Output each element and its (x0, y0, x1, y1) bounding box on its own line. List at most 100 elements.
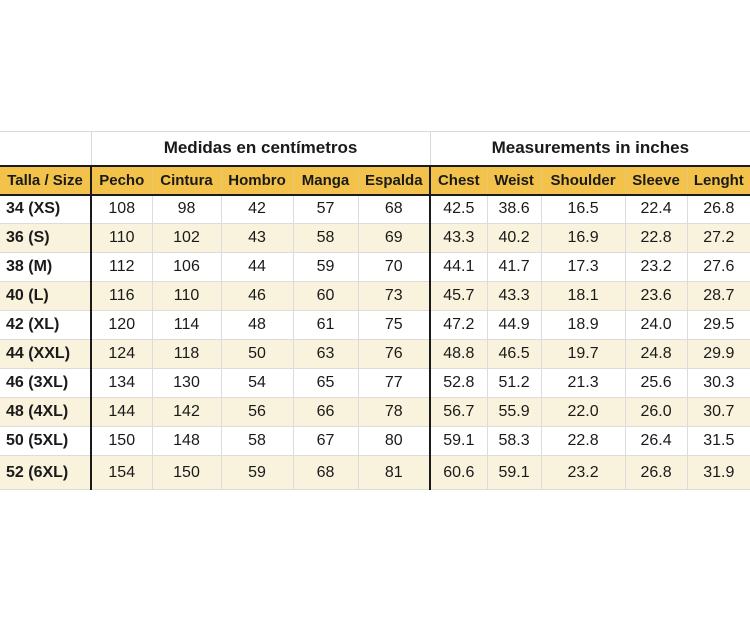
cm-value-cell: 148 (152, 426, 222, 456)
inch-value-cell: 38.6 (487, 194, 542, 224)
inch-value-cell: 30.7 (687, 397, 750, 427)
inch-value-cell: 43.3 (487, 281, 542, 311)
inch-value-cell: 42.5 (430, 194, 488, 224)
inch-value-cell: 17.3 (541, 252, 626, 282)
inch-value-cell: 41.7 (487, 252, 542, 282)
cm-value-cell: 78 (358, 397, 432, 427)
size-chart-table: Medidas en centímetros Measurements in i… (0, 131, 750, 490)
cm-value-cell: 59 (221, 455, 294, 490)
inch-value-cell: 26.8 (687, 194, 750, 224)
cm-group-header: Medidas en centímetros (91, 131, 431, 166)
table-row-36-s: 36 (S) 110 102 43 58 69 43.3 40.2 16.9 2… (0, 223, 750, 253)
cm-value-cell: 50 (221, 339, 294, 369)
inch-value-cell: 26.0 (625, 397, 688, 427)
column-header-cintura: Cintura (152, 164, 222, 196)
inch-value-cell: 22.0 (541, 397, 626, 427)
inches-group-header: Measurements in inches (430, 131, 750, 166)
inch-value-cell: 26.4 (625, 426, 688, 456)
inch-value-cell: 48.8 (430, 339, 488, 369)
size-cell: 42 (XL) (0, 310, 92, 340)
inch-value-cell: 22.8 (541, 426, 626, 456)
inch-value-cell: 40.2 (487, 223, 542, 253)
column-header-sleeve: Sleeve (625, 164, 688, 196)
inch-value-cell: 55.9 (487, 397, 542, 427)
inch-value-cell: 18.9 (541, 310, 626, 340)
inch-value-cell: 56.7 (430, 397, 488, 427)
size-cell: 50 (5XL) (0, 426, 92, 456)
size-cell: 52 (6XL) (0, 455, 92, 490)
cm-value-cell: 43 (221, 223, 294, 253)
inch-value-cell: 59.1 (430, 426, 488, 456)
cm-value-cell: 76 (358, 339, 432, 369)
table-row-50-5xl: 50 (5XL) 150 148 58 67 80 59.1 58.3 22.8… (0, 426, 750, 456)
cm-value-cell: 65 (293, 368, 359, 398)
cm-value-cell: 80 (358, 426, 432, 456)
inch-value-cell: 27.6 (687, 252, 750, 282)
cm-value-cell: 54 (221, 368, 294, 398)
cm-value-cell: 66 (293, 397, 359, 427)
size-cell: 40 (L) (0, 281, 92, 311)
corner-cell (0, 131, 92, 166)
column-header-row: Talla / Size Pecho Cintura Hombro Manga … (0, 164, 750, 196)
table-row-48-4xl: 48 (4XL) 144 142 56 66 78 56.7 55.9 22.0… (0, 397, 750, 427)
inch-value-cell: 24.8 (625, 339, 688, 369)
cm-value-cell: 150 (91, 426, 153, 456)
cm-value-cell: 68 (293, 455, 359, 490)
inch-value-cell: 59.1 (487, 455, 542, 490)
unit-group-header-row: Medidas en centímetros Measurements in i… (0, 131, 750, 166)
inch-value-cell: 23.2 (625, 252, 688, 282)
inch-value-cell: 16.9 (541, 223, 626, 253)
cm-value-cell: 144 (91, 397, 153, 427)
cm-value-cell: 102 (152, 223, 222, 253)
cm-value-cell: 68 (358, 194, 432, 224)
inch-value-cell: 22.8 (625, 223, 688, 253)
cm-value-cell: 69 (358, 223, 432, 253)
inch-value-cell: 44.9 (487, 310, 542, 340)
inch-value-cell: 44.1 (430, 252, 488, 282)
inch-value-cell: 45.7 (430, 281, 488, 311)
column-header-shoulder: Shoulder (541, 164, 626, 196)
inch-value-cell: 26.8 (625, 455, 688, 490)
cm-value-cell: 44 (221, 252, 294, 282)
cm-value-cell: 124 (91, 339, 153, 369)
inch-value-cell: 22.4 (625, 194, 688, 224)
column-header-manga: Manga (293, 164, 359, 196)
inch-value-cell: 31.5 (687, 426, 750, 456)
column-header-weist: Weist (487, 164, 542, 196)
inch-value-cell: 29.5 (687, 310, 750, 340)
cm-value-cell: 81 (358, 455, 432, 490)
cm-value-cell: 59 (293, 252, 359, 282)
cm-value-cell: 42 (221, 194, 294, 224)
inch-value-cell: 23.6 (625, 281, 688, 311)
inch-value-cell: 19.7 (541, 339, 626, 369)
size-cell: 38 (M) (0, 252, 92, 282)
cm-value-cell: 118 (152, 339, 222, 369)
inch-value-cell: 30.3 (687, 368, 750, 398)
cm-value-cell: 60 (293, 281, 359, 311)
cm-value-cell: 98 (152, 194, 222, 224)
inch-value-cell: 46.5 (487, 339, 542, 369)
cm-value-cell: 58 (293, 223, 359, 253)
cm-value-cell: 110 (152, 281, 222, 311)
inch-value-cell: 27.2 (687, 223, 750, 253)
table-row-38-m: 38 (M) 112 106 44 59 70 44.1 41.7 17.3 2… (0, 252, 750, 282)
size-cell: 48 (4XL) (0, 397, 92, 427)
cm-value-cell: 73 (358, 281, 432, 311)
table-row-52-6xl: 52 (6XL) 154 150 59 68 81 60.6 59.1 23.2… (0, 455, 750, 490)
column-header-pecho: Pecho (91, 164, 153, 196)
column-header-espalda: Espalda (358, 164, 432, 196)
inch-value-cell: 51.2 (487, 368, 542, 398)
cm-value-cell: 134 (91, 368, 153, 398)
cm-value-cell: 142 (152, 397, 222, 427)
cm-value-cell: 61 (293, 310, 359, 340)
inch-value-cell: 25.6 (625, 368, 688, 398)
inch-value-cell: 29.9 (687, 339, 750, 369)
size-cell: 34 (XS) (0, 194, 92, 224)
column-header-chest: Chest (430, 164, 488, 196)
cm-value-cell: 114 (152, 310, 222, 340)
inch-value-cell: 58.3 (487, 426, 542, 456)
size-cell: 46 (3XL) (0, 368, 92, 398)
cm-value-cell: 110 (91, 223, 153, 253)
cm-value-cell: 112 (91, 252, 153, 282)
